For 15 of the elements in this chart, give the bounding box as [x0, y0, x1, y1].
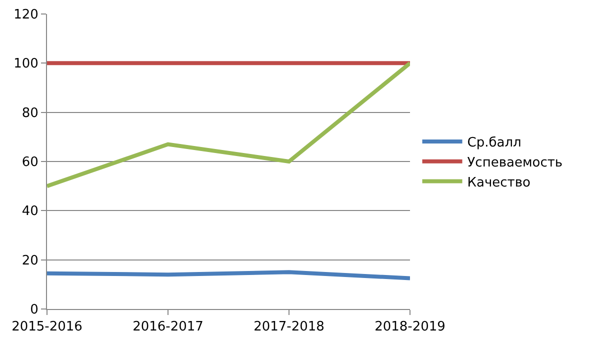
x-tick-label: 2017-2018 — [254, 320, 324, 335]
y-tick-label: 100 — [14, 56, 38, 72]
legend-label: Ср.балл — [467, 136, 522, 151]
line-series — [47, 270, 410, 280]
y-tick-label: 60 — [22, 155, 38, 170]
legend-label: Качество — [467, 175, 531, 190]
x-tick-label: 2018-2019 — [374, 320, 446, 335]
x-tick-label: 2015-2016 — [12, 320, 82, 335]
y-tick-label: 40 — [22, 204, 38, 220]
y-tick-label: 0 — [30, 302, 38, 318]
x-tick-label: 2016-2017 — [132, 320, 204, 335]
y-tick-label: 80 — [22, 106, 38, 121]
y-tick-label: 20 — [22, 253, 38, 268]
y-tick-label: 120 — [14, 8, 38, 23]
legend-label: Успеваемость — [467, 155, 563, 170]
